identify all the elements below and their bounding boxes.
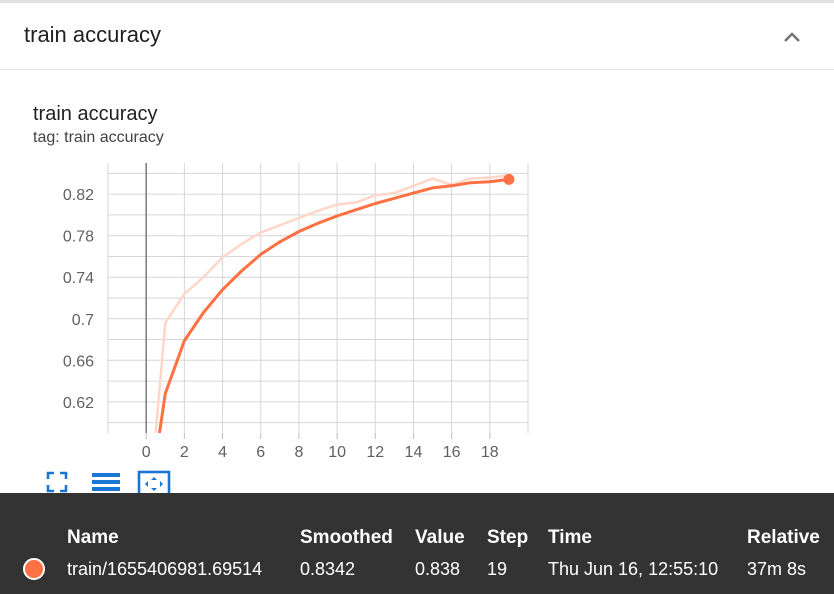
x-tick-label: 6 xyxy=(256,444,265,461)
tooltip-header-time: Time xyxy=(548,527,593,548)
y-tick-label: 0.62 xyxy=(63,395,94,412)
y-tick-label: 0.7 xyxy=(72,312,94,329)
card-header[interactable]: train accuracy xyxy=(0,3,834,70)
tooltip-run-name: train/1655406981.69514 xyxy=(67,559,263,579)
x-tick-label: 4 xyxy=(218,444,227,461)
y-tick-label: 0.78 xyxy=(63,229,94,246)
run-color-dot xyxy=(23,558,45,580)
y-tick-label: 0.74 xyxy=(63,270,94,287)
x-tick-label: 2 xyxy=(180,444,189,461)
chart-title: train accuracy xyxy=(33,103,158,125)
x-tick-label: 10 xyxy=(328,444,346,461)
x-tick-label: 8 xyxy=(294,444,303,461)
tooltip-relative: 37m 8s xyxy=(747,559,807,579)
tooltip-step: 19 xyxy=(487,559,508,579)
top-divider xyxy=(0,0,834,3)
line-chart[interactable]: 0.62 0.66 0.7 0.74 0.78 0.82 0 2 4 6 8 10 12 14 16 18 xyxy=(0,150,560,470)
hover-point xyxy=(503,173,515,185)
x-tick-label: 14 xyxy=(405,444,423,461)
fullscreen-icon[interactable] xyxy=(45,470,69,499)
tooltip-value: 0.838 xyxy=(415,559,461,579)
series-line-raw xyxy=(154,174,510,433)
x-tick-label: 18 xyxy=(481,444,499,461)
card-header-title: train accuracy xyxy=(24,22,161,47)
x-tick-label: 12 xyxy=(366,444,384,461)
tooltip-header-name: Name xyxy=(67,527,119,548)
x-tick-label: 16 xyxy=(443,444,461,461)
y-tick-label: 0.82 xyxy=(63,187,94,204)
chevron-up-icon[interactable] xyxy=(778,23,806,51)
tooltip-header-smoothed: Smoothed xyxy=(300,527,393,548)
list-icon[interactable] xyxy=(92,470,120,499)
tooltip-header-value: Value xyxy=(415,527,465,548)
x-tick-label: 0 xyxy=(142,444,151,461)
chart-tag: tag: train accuracy xyxy=(33,129,164,146)
chart-tooltip: Name Smoothed Value Step Time Relative t… xyxy=(0,493,834,594)
series-line-smoothed xyxy=(158,177,510,433)
tooltip-header-relative: Relative xyxy=(747,527,820,548)
tooltip-time: Thu Jun 16, 12:55:10 xyxy=(548,559,719,579)
tooltip-header-step: Step xyxy=(487,527,529,548)
y-tick-label: 0.66 xyxy=(63,353,94,370)
tooltip-smoothed-value: 0.8342 xyxy=(300,559,356,579)
